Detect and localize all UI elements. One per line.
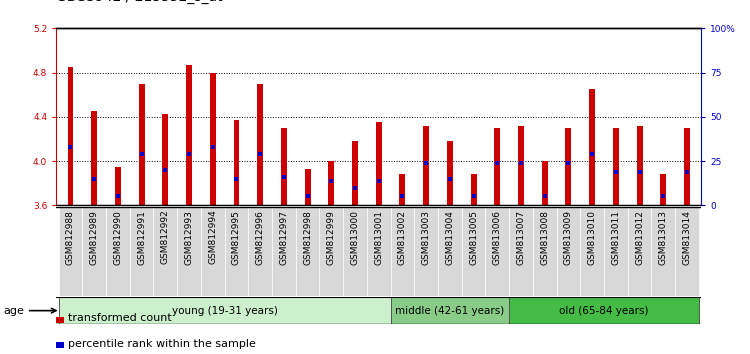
Bar [471, 175, 476, 205]
Bar [509, 207, 533, 296]
Bar [684, 128, 690, 205]
Bar [485, 207, 509, 296]
Bar [447, 141, 453, 205]
Bar [281, 128, 286, 205]
Text: GSM812998: GSM812998 [303, 210, 312, 265]
Bar [391, 297, 509, 324]
Bar [210, 73, 216, 205]
Bar [533, 207, 556, 296]
Text: GSM813011: GSM813011 [611, 210, 620, 265]
Text: GSM813001: GSM813001 [374, 210, 383, 265]
Bar [542, 161, 548, 205]
Text: transformed count: transformed count [68, 313, 171, 323]
Bar [604, 207, 628, 296]
Text: GSM812996: GSM812996 [256, 210, 265, 265]
Text: GSM813005: GSM813005 [469, 210, 478, 265]
Bar [201, 207, 224, 296]
Text: GSM813009: GSM813009 [564, 210, 573, 265]
Text: middle (42-61 years): middle (42-61 years) [395, 306, 505, 316]
Bar [494, 128, 500, 205]
Bar [652, 207, 675, 296]
Text: GSM812991: GSM812991 [137, 210, 146, 265]
Text: GDS3942 / 215552_s_at: GDS3942 / 215552_s_at [56, 0, 223, 4]
Text: GSM813014: GSM813014 [682, 210, 692, 265]
Bar [162, 114, 168, 205]
Text: GSM812995: GSM812995 [232, 210, 241, 265]
Bar [344, 207, 367, 296]
Bar [613, 128, 619, 205]
Bar [106, 207, 130, 296]
Text: GSM812994: GSM812994 [209, 210, 218, 264]
Text: age: age [3, 306, 56, 316]
Bar [82, 207, 106, 296]
Bar [518, 126, 524, 205]
Text: GSM813012: GSM813012 [635, 210, 644, 265]
Bar [233, 120, 239, 205]
Bar [186, 65, 192, 205]
Text: old (65-84 years): old (65-84 years) [560, 306, 649, 316]
Bar [139, 84, 145, 205]
Bar [328, 161, 334, 205]
Text: GSM812992: GSM812992 [160, 210, 170, 264]
Bar [637, 126, 643, 205]
Text: GSM813007: GSM813007 [517, 210, 526, 265]
Bar [115, 167, 121, 205]
Bar [423, 126, 429, 205]
Text: GSM813008: GSM813008 [540, 210, 549, 265]
Bar [462, 207, 485, 296]
Text: young (19-31 years): young (19-31 years) [172, 306, 278, 316]
Bar [296, 207, 320, 296]
Text: GSM812990: GSM812990 [113, 210, 122, 265]
Bar [248, 207, 272, 296]
Bar [367, 207, 391, 296]
Bar [580, 207, 604, 296]
Bar [628, 207, 652, 296]
Bar [438, 207, 462, 296]
Bar [556, 207, 580, 296]
Bar [224, 207, 248, 296]
Text: percentile rank within the sample: percentile rank within the sample [68, 339, 256, 349]
Bar [566, 128, 572, 205]
Text: GSM812997: GSM812997 [280, 210, 289, 265]
Bar [509, 297, 699, 324]
Bar [58, 207, 82, 296]
Bar [304, 169, 310, 205]
Text: GSM812993: GSM812993 [184, 210, 194, 265]
Text: GSM812999: GSM812999 [327, 210, 336, 265]
Text: GSM812989: GSM812989 [90, 210, 99, 265]
Bar [320, 207, 344, 296]
Bar [257, 84, 263, 205]
Bar [376, 122, 382, 205]
Bar [272, 207, 296, 296]
Text: GSM813013: GSM813013 [658, 210, 668, 265]
Bar [660, 175, 666, 205]
Bar [92, 111, 98, 205]
Text: GSM813002: GSM813002 [398, 210, 407, 265]
Bar [68, 67, 74, 205]
Bar [177, 207, 201, 296]
Text: GSM813004: GSM813004 [446, 210, 454, 265]
Bar [154, 207, 177, 296]
Text: GSM813010: GSM813010 [588, 210, 597, 265]
Text: GSM813006: GSM813006 [493, 210, 502, 265]
Bar [58, 297, 391, 324]
Bar [56, 317, 64, 323]
Text: GSM812988: GSM812988 [66, 210, 75, 265]
Bar [590, 89, 596, 205]
Text: GSM813000: GSM813000 [350, 210, 359, 265]
Text: GSM813003: GSM813003 [422, 210, 430, 265]
Bar [400, 175, 406, 205]
Bar [675, 207, 699, 296]
Bar [130, 207, 154, 296]
Bar [352, 141, 358, 205]
Bar [391, 207, 414, 296]
Bar [56, 342, 64, 348]
Bar [414, 207, 438, 296]
